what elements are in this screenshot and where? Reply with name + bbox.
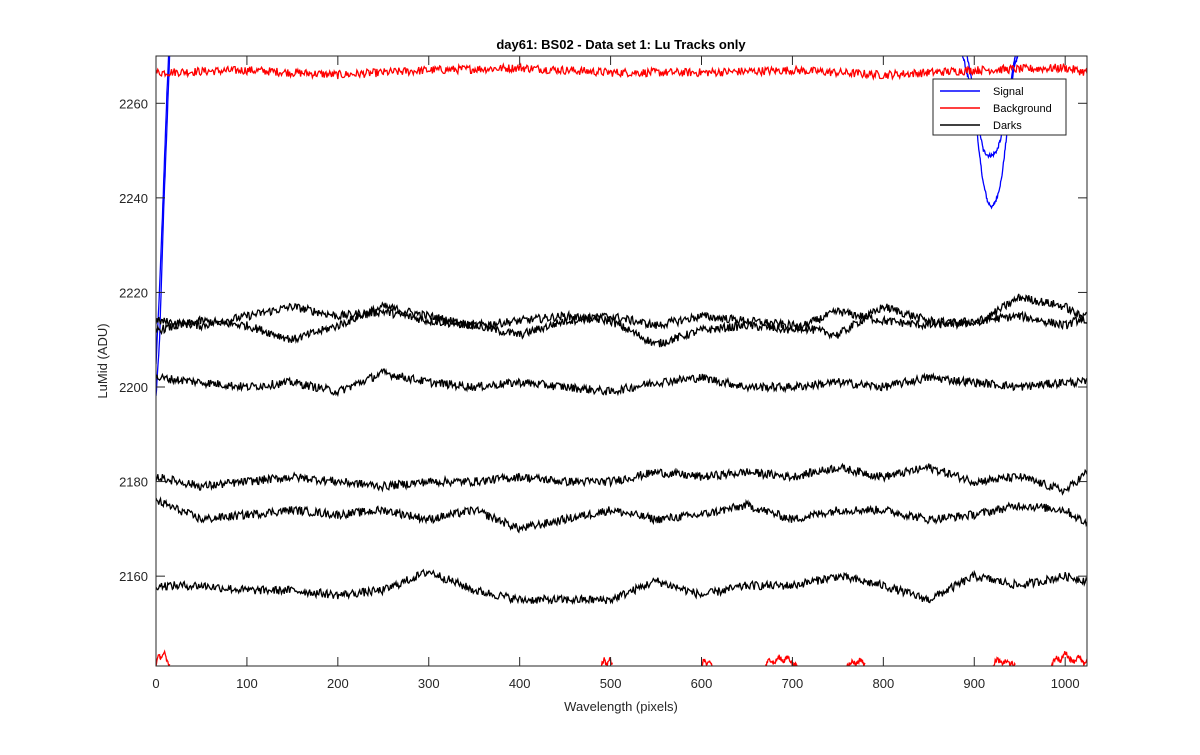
series-line-darks-14: [156, 293, 1087, 344]
x-axis-label: Wavelength (pixels): [564, 699, 678, 714]
y-tick-label: 2260: [119, 96, 148, 111]
series-line-darks-18: [156, 568, 1087, 605]
legend-label-signal: Signal: [993, 86, 1024, 98]
series-line-darks-17: [156, 496, 1087, 534]
x-tick-label: 0: [152, 676, 159, 691]
plot-frame: [155, 55, 1088, 667]
y-tick-label: 2180: [119, 475, 148, 490]
series-line-darks-13: [156, 302, 1087, 348]
x-tick-label: 400: [509, 676, 531, 691]
legend-label-darks: Darks: [993, 120, 1022, 132]
legend-box: [932, 78, 1067, 136]
series-line-darks-15: [156, 368, 1087, 398]
y-tick-label: 2160: [119, 569, 148, 584]
series-line-background-12: [1050, 651, 1087, 666]
series-line-background-8: [700, 658, 713, 666]
x-tick-label: 700: [782, 676, 804, 691]
x-tick-label: 100: [236, 676, 258, 691]
plot-area: [156, 56, 1087, 666]
legend-label-background: Background: [993, 103, 1052, 115]
series-line-background-9: [764, 654, 798, 666]
x-tick-label: 500: [600, 676, 622, 691]
x-tick-label: 600: [691, 676, 713, 691]
series-line-signal-4: [1010, 56, 1019, 84]
y-tick-label: 2220: [119, 285, 148, 300]
y-axis: 2160 2180 2200 2220 2240 2260: [119, 96, 1087, 584]
x-tick-label: 900: [963, 676, 985, 691]
chart-title: day61: BS02 - Data set 1: Lu Tracks only: [496, 37, 746, 52]
legend: Signal Background Darks: [932, 78, 1067, 136]
x-tick-label: 300: [418, 676, 440, 691]
series-line-signal-1: [156, 56, 170, 365]
series-layer: [156, 56, 1087, 666]
y-tick-label: 2200: [119, 380, 148, 395]
x-axis: 0 100 200 300 400 500 600 700 800 900 1000: [152, 56, 1080, 691]
x-tick-label: 1000: [1051, 676, 1080, 691]
series-line-signal-0: [156, 56, 171, 396]
y-axis-label: LuMid (ADU): [95, 323, 110, 398]
x-tick-label: 800: [872, 676, 894, 691]
series-line-darks-16: [156, 462, 1087, 496]
series-line-background-6: [156, 649, 171, 666]
series-line-background-11: [992, 656, 1016, 666]
series-line-background-5: [156, 62, 1087, 81]
x-tick-label: 200: [327, 676, 349, 691]
y-tick-label: 2240: [119, 191, 148, 206]
